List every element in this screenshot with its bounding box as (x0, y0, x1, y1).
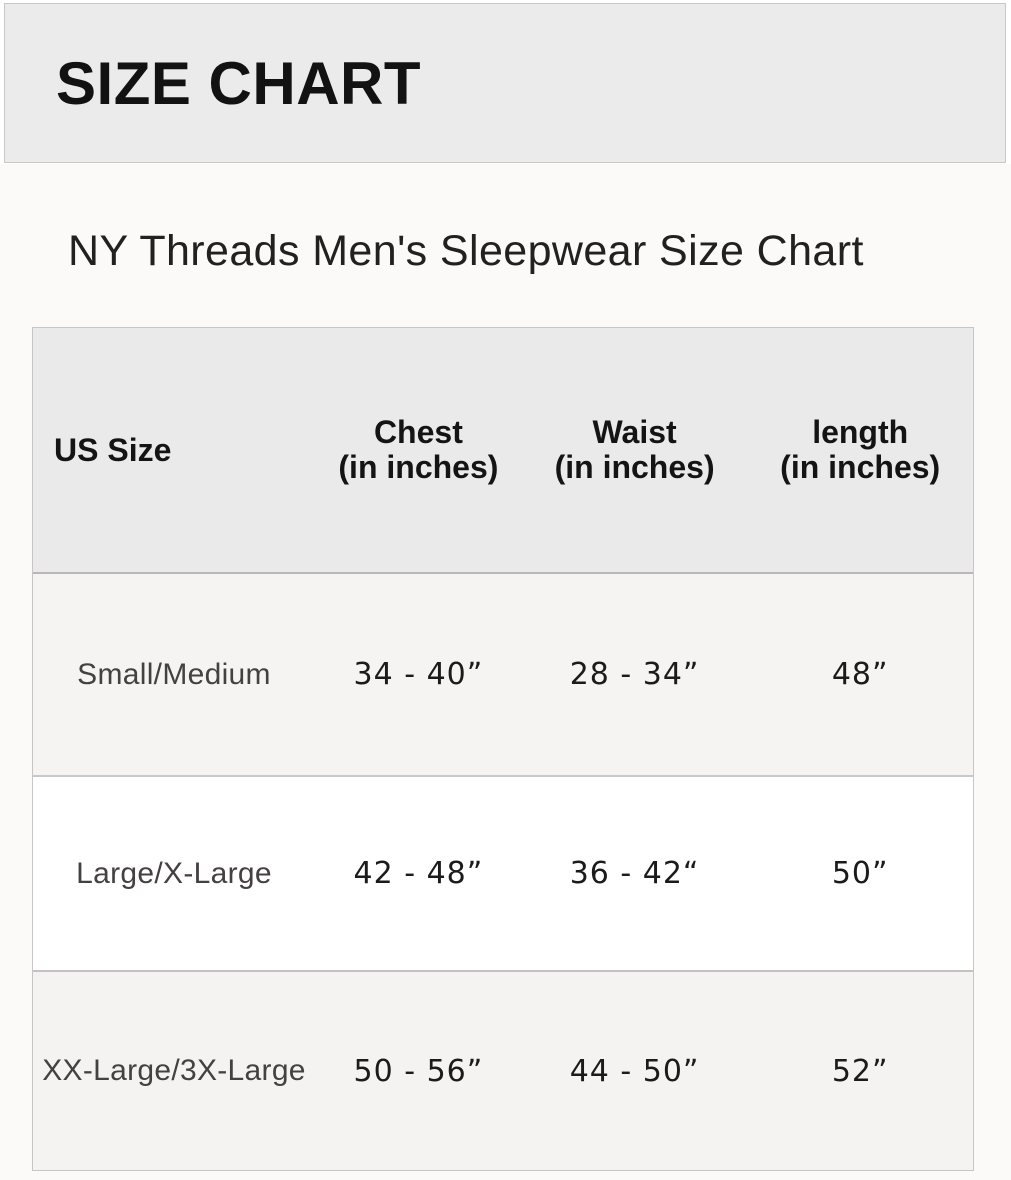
table-row: Small/Medium 34 - 40” 28 - 34” 48” (33, 574, 973, 775)
table-header-row: US Size Chest (in inches) Waist (in inches… (33, 328, 973, 574)
column-header-chest: Chest (in inches) (338, 414, 499, 485)
chest-cell: 34 - 40” (353, 657, 484, 692)
table-row: Large/X-Large 42 - 48” 36 - 42“ 50” (33, 775, 973, 972)
waist-cell: 44 - 50” (569, 1053, 700, 1089)
column-header-length: length (in inches) (780, 414, 941, 485)
waist-cell: 28 - 34” (569, 657, 700, 692)
column-header-waist: Waist (in inches) (554, 414, 715, 485)
chest-cell: 50 - 56” (353, 1053, 484, 1089)
size-chart-banner: SIZE CHART (4, 3, 1006, 163)
length-cell: 50” (831, 856, 889, 891)
chart-title: NY Threads Men's Sleepwear Size Chart (68, 227, 864, 275)
us-size-cell: Large/X-Large (76, 856, 272, 890)
us-size-cell: XX-Large/3X-Large (42, 1054, 306, 1087)
size-table: US Size Chest (in inches) Waist (in inches… (32, 327, 974, 1171)
table-row: XX-Large/3X-Large 50 - 56” 44 - 50” 52” (33, 972, 973, 1170)
waist-cell: 36 - 42“ (569, 856, 700, 891)
chest-cell: 42 - 48” (353, 856, 484, 891)
us-size-cell: Small/Medium (77, 657, 271, 691)
length-cell: 52” (831, 1053, 889, 1089)
banner-title: SIZE CHART (56, 49, 421, 117)
column-header-us-size: US Size (54, 431, 172, 468)
length-cell: 48” (831, 657, 889, 692)
